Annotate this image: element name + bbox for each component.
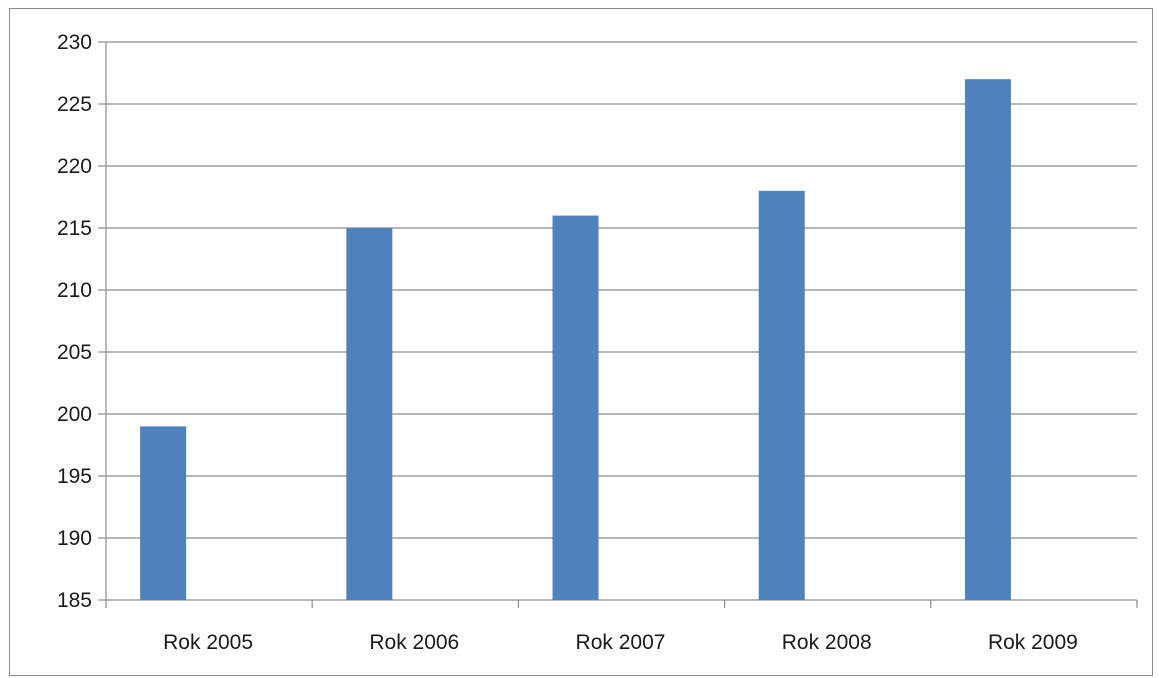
bars (140, 79, 1011, 601)
y-tick-label: 205 (57, 341, 92, 364)
x-tick-label: Rok 2008 (782, 631, 872, 654)
x-tick-label: Rok 2009 (988, 631, 1078, 654)
bar-rok-2008 (758, 190, 805, 601)
bar-rok-2009 (964, 79, 1011, 600)
x-tick-label: Rok 2007 (576, 631, 666, 654)
y-tick-label: 190 (57, 527, 92, 550)
y-tick-label: 195 (57, 465, 92, 488)
y-tick-label: 210 (57, 279, 92, 302)
y-tick-label: 230 (57, 31, 92, 54)
y-tick-labels: 185 190 195 200 205 210 215 220 225 230 (57, 31, 92, 612)
y-tick-label: 225 (57, 93, 92, 116)
y-tick-label: 220 (57, 155, 92, 178)
x-tick-label: Rok 2005 (163, 631, 253, 654)
bar-rok-2006 (346, 228, 393, 600)
x-tick-label: Rok 2006 (369, 631, 459, 654)
bar-rok-2005 (140, 426, 187, 600)
y-tick-label: 185 (57, 589, 92, 612)
x-tick-labels: Rok 2005 Rok 2006 Rok 2007 Rok 2008 Rok 2009 (163, 631, 1078, 654)
y-tick-label: 200 (57, 403, 92, 426)
bar-rok-2007 (552, 215, 599, 600)
y-tick-label: 215 (57, 217, 92, 240)
